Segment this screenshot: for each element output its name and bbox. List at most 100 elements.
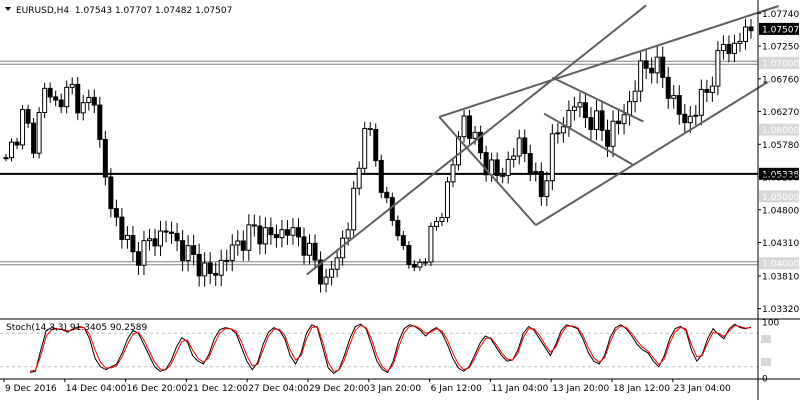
candle-body [158, 230, 164, 247]
candle-body [268, 227, 274, 236]
trend-channel-line [551, 76, 644, 123]
current-price-box [759, 22, 799, 35]
candle-body [665, 76, 671, 99]
y-tick-label: 1.04800 [762, 206, 799, 216]
stochastic-header: Stoch(14,3,3) 91.3405 90.2589 [6, 323, 147, 333]
candle-body [660, 56, 666, 78]
candle-body [505, 158, 511, 177]
candle-body [240, 240, 246, 251]
candle-body [610, 120, 616, 147]
candle-body [318, 259, 324, 285]
candle-body [467, 115, 473, 139]
candle-body [571, 106, 577, 111]
candle-body [135, 251, 141, 266]
candle-body [91, 96, 97, 106]
stochastic-pane[interactable] [0, 323, 758, 375]
candle-body [356, 167, 362, 189]
candle-body [307, 242, 313, 256]
candle-body [731, 42, 737, 54]
y-tick-label: 1.03810 [762, 272, 799, 282]
candle-body [671, 95, 677, 99]
candle-body [494, 159, 500, 176]
candle-body [229, 244, 235, 261]
level-label: 1.06000 [762, 126, 799, 136]
candle-body [224, 259, 230, 262]
candle-body [566, 109, 572, 128]
level-label-bg [759, 56, 799, 69]
candle-body [323, 276, 329, 285]
candle-body [185, 245, 191, 262]
x-tick-label: 23 Jan 04:00 [674, 384, 731, 394]
candle-body [69, 83, 75, 88]
stoch-level-marker [761, 335, 771, 343]
level-label-bg [759, 257, 799, 270]
candle-body [14, 141, 20, 146]
x-tick-label: 9 Dec 2016 [5, 384, 57, 394]
candle-body [174, 232, 180, 242]
candle-body [279, 229, 285, 239]
candle-body [726, 43, 732, 54]
candle-body [31, 122, 37, 154]
candle-body [367, 128, 373, 131]
x-tick-label: 6 Jan 12:00 [431, 384, 483, 394]
candle-body [400, 235, 406, 247]
candle-body [555, 132, 561, 135]
trend-channel-line [535, 81, 769, 226]
candle-body [433, 220, 439, 227]
candle-body [378, 160, 384, 193]
candle-body [439, 216, 445, 222]
candle-body [461, 115, 467, 138]
candle-body [146, 238, 152, 242]
candle-body [169, 231, 175, 234]
collapse-triangle-icon[interactable] [5, 7, 11, 11]
candle-body [130, 234, 136, 253]
candle-body [334, 257, 340, 270]
y-tick-label: 1.06270 [762, 108, 799, 118]
candle-body [411, 263, 417, 268]
candle-body [351, 187, 357, 231]
candle-body [290, 227, 296, 236]
candle-body [621, 114, 627, 125]
candle-body [422, 261, 428, 264]
candle-body [444, 181, 450, 218]
x-tick-label: 16 Dec 20:00 [127, 384, 188, 394]
candle-body [638, 60, 644, 92]
y-tick-label: 1.07740 [762, 10, 799, 20]
candle-body [47, 87, 53, 98]
candle-body [693, 114, 699, 117]
candle-body [582, 102, 588, 119]
candle-body [720, 43, 726, 52]
candle-body [141, 240, 147, 266]
candle-body [627, 101, 633, 116]
candle-body [9, 141, 15, 159]
candle-body [152, 238, 158, 247]
candle-body [102, 138, 108, 178]
candle-body [406, 245, 412, 265]
candle-body [273, 234, 279, 239]
price-pane[interactable] [0, 4, 779, 293]
candle-body [163, 230, 169, 233]
candle-body [42, 87, 48, 113]
candle-body [108, 176, 114, 210]
candle-body [533, 171, 539, 174]
candle-body [588, 117, 594, 130]
trend-channel-line [438, 116, 537, 226]
candle-body [522, 137, 528, 155]
trend-channel-line [438, 5, 779, 118]
candle-body [196, 253, 202, 277]
y-tick-label: 1.05290 [762, 174, 799, 184]
candle-body [417, 261, 423, 268]
candle-body [124, 234, 130, 240]
candle-body [715, 50, 721, 87]
candle-body [489, 159, 495, 176]
x-tick-label: 13 Jan 20:00 [552, 384, 609, 394]
candle-body [20, 109, 26, 146]
candle-body [64, 86, 70, 108]
candle-body [676, 95, 682, 115]
candle-body [632, 90, 638, 103]
candle-body [97, 104, 103, 140]
candle-body [643, 60, 649, 69]
candle-body [345, 229, 351, 239]
